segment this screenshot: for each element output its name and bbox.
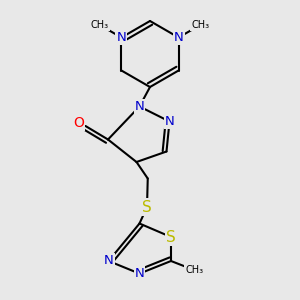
Text: CH₃: CH₃ <box>185 265 203 275</box>
Text: S: S <box>142 200 152 214</box>
Text: CH₃: CH₃ <box>191 20 209 30</box>
Text: N: N <box>174 31 184 44</box>
Text: N: N <box>135 267 144 280</box>
Text: CH₃: CH₃ <box>91 20 109 30</box>
Text: N: N <box>104 254 113 268</box>
Text: N: N <box>165 115 174 128</box>
Text: N: N <box>135 100 144 113</box>
Text: S: S <box>166 230 176 244</box>
Text: O: O <box>74 116 84 130</box>
Text: N: N <box>116 31 126 44</box>
